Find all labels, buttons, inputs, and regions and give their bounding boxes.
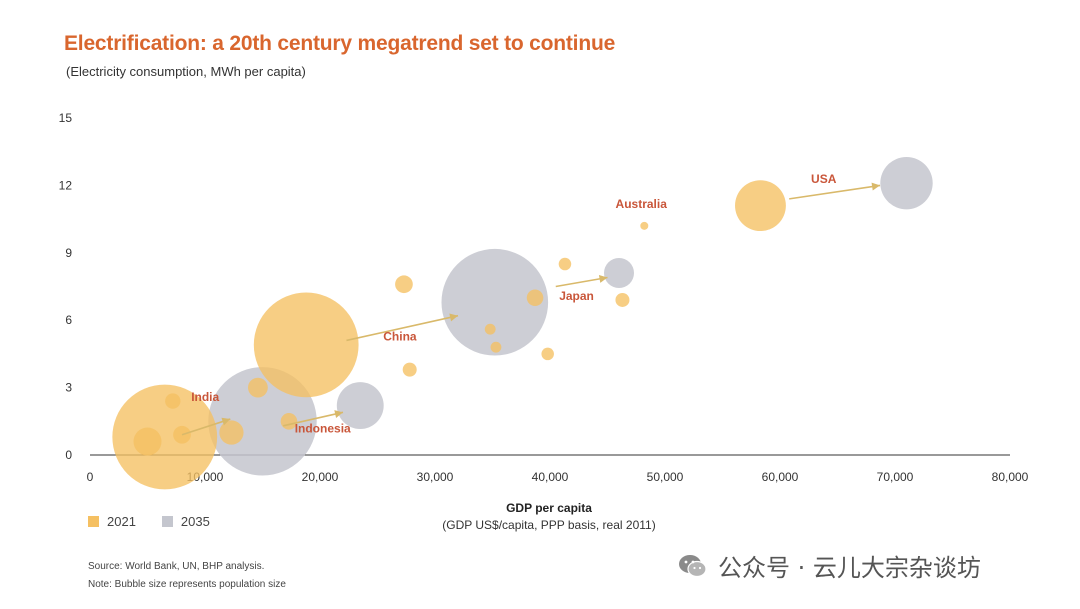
bubble-2021 [640, 221, 649, 230]
y-tick-label: 15 [59, 111, 73, 125]
bubble-2035 [441, 248, 549, 356]
x-tick-label: 40,000 [532, 470, 569, 484]
bubble-2021 [219, 420, 244, 445]
x-tick-label: 70,000 [877, 470, 914, 484]
bubble-size-note: Note: Bubble size represents population … [88, 579, 286, 590]
y-tick-label: 12 [59, 178, 73, 192]
bubble-2035 [603, 258, 635, 289]
x-tick-label: 0 [87, 470, 94, 484]
arrow-line-china [346, 314, 459, 342]
y-tick-label: 3 [65, 381, 72, 395]
legend-swatch-2021 [88, 516, 99, 527]
y-tick-label: 6 [65, 313, 72, 327]
country-label-australia: Australia [616, 197, 668, 211]
arrow-line-japan [555, 276, 608, 288]
arrow-head-india [221, 417, 231, 426]
x-tick-label: 60,000 [762, 470, 799, 484]
arrow-head-japan [598, 274, 608, 283]
bubble-2021 [112, 384, 218, 490]
watermark-text: 公众号 · 云儿大宗杂谈坊 [718, 554, 981, 582]
bubble-2021 [541, 347, 554, 361]
legend-item-2035: 2035 [161, 514, 210, 529]
bubble-2021 [484, 323, 496, 335]
bubble-2021 [558, 257, 572, 271]
bubble-2021 [490, 341, 502, 353]
page-title: Electrification: a 20th century megatren… [64, 32, 616, 55]
arrow-head-indonesia [334, 410, 343, 418]
x-tick-label: 30,000 [417, 470, 454, 484]
bubble-2035 [336, 382, 384, 429]
bubble-2021 [402, 362, 417, 377]
label-layer: India Indonesia China Japan Australia USA [191, 172, 837, 435]
chart-legend: 2021 2035 [88, 514, 210, 529]
arrow-head-usa [871, 182, 881, 191]
chart-subtitle: (Electricity consumption, MWh per capita… [66, 64, 306, 79]
x-axis-title: GDP per capita [506, 501, 592, 515]
bubble-2021 [735, 180, 786, 232]
chart-notes: Source: World Bank, UN, BHP analysis. No… [88, 558, 286, 594]
y-tick-label: 9 [65, 246, 72, 260]
bubble-layer [112, 156, 933, 490]
legend-item-2021: 2021 [88, 514, 136, 529]
source-note: Source: World Bank, UN, BHP analysis. [88, 561, 265, 572]
arrow-layer [181, 182, 881, 436]
bubble-2021 [615, 292, 630, 307]
bubble-2035 [880, 156, 933, 210]
x-tick-label: 50,000 [647, 470, 684, 484]
watermark: 公众号 · 云儿大宗杂谈坊 [678, 548, 981, 583]
legend-label-2035: 2035 [180, 514, 210, 529]
bubble-2021 [253, 292, 359, 398]
country-label-indonesia: Indonesia [295, 422, 351, 436]
legend-swatch-2035 [161, 516, 173, 527]
legend-label-2021: 2021 [107, 514, 136, 529]
x-tick-label: 80,000 [992, 470, 1029, 484]
arrow-head-china [449, 313, 458, 322]
bubble-2021 [133, 427, 162, 456]
x-axis-subtitle: (GDP US$/capita, PPP basis, real 2011) [442, 518, 655, 532]
country-label-china: China [383, 329, 417, 343]
bubble-2021 [165, 393, 181, 409]
bubble-2021 [173, 425, 191, 444]
bubble-2021 [395, 275, 413, 294]
arrow-line-indonesia [283, 411, 344, 427]
arrow-line-usa [789, 184, 881, 200]
x-tick-label: 20,000 [302, 470, 339, 484]
arrow-line-india [181, 418, 231, 436]
country-label-india: India [191, 390, 219, 404]
country-label-usa: USA [811, 172, 837, 186]
country-label-japan: Japan [559, 289, 594, 303]
y-tick-label: 0 [65, 448, 72, 462]
bubble-2021 [248, 377, 268, 398]
wechat-icon [679, 554, 707, 577]
bubble-2021 [526, 289, 544, 307]
